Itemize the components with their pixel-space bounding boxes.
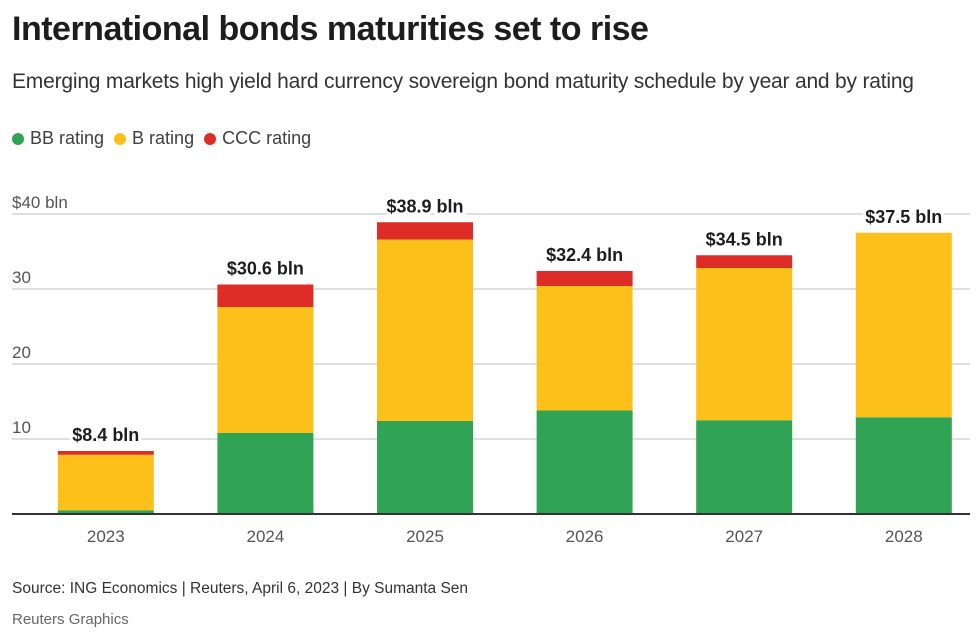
bar-segment-ccc-rating (696, 255, 793, 268)
bar-segment-bb-rating (855, 417, 952, 514)
x-tick-label: 2026 (566, 527, 604, 546)
bar-total-label: $30.6 bln (227, 259, 304, 279)
legend-dot-bb (12, 132, 24, 145)
legend: BB rating B rating CCC rating (12, 128, 321, 149)
bar-total-label: $32.4 bln (546, 245, 623, 265)
bar-segment-bb-rating (217, 433, 314, 514)
bar-total-label: $34.5 bln (706, 229, 783, 249)
legend-label-ccc: CCC rating (222, 128, 312, 148)
y-tick-label: 10 (12, 418, 31, 437)
bar-segment-bb-rating (57, 510, 154, 514)
credit-note: Reuters Graphics (12, 611, 129, 628)
y-tick-label: 20 (12, 343, 31, 362)
bar-segment-bb-rating (536, 410, 633, 514)
bar-segment-b-rating (57, 454, 154, 511)
bar-segment-ccc-rating (536, 271, 633, 286)
chart-subtitle: Emerging markets high yield hard currenc… (12, 70, 914, 93)
bar-total-label: $38.9 bln (386, 196, 463, 216)
y-tick-label: $40 bln (12, 193, 68, 212)
stacked-bar-chart: 10 20 30 $40 bln $8.4 bln 2023 $30.6 bln 2024 $3… (12, 193, 970, 546)
bar-segment-bb-rating (696, 420, 793, 514)
x-tick-label: 2024 (246, 527, 284, 546)
bar-segment-ccc-rating (377, 222, 473, 240)
bar-segment-b-rating (217, 307, 314, 433)
legend-label-bb: BB rating (30, 128, 105, 148)
x-tick-label: 2023 (87, 527, 125, 546)
bar-segment-ccc-rating (57, 451, 154, 455)
x-tick-label: 2027 (725, 527, 763, 546)
bar-segment-b-rating (536, 286, 633, 411)
x-tick-label: 2025 (406, 527, 444, 546)
bar-total-label: $37.5 bln (865, 207, 942, 227)
x-tick-label: 2028 (885, 527, 923, 546)
legend-item-bb: BB rating (12, 128, 104, 149)
bar-segment-b-rating (855, 232, 952, 418)
bar-total-label: $8.4 bln (72, 425, 139, 445)
bar-segment-b-rating (696, 268, 793, 421)
legend-item-b: B rating (114, 128, 194, 149)
legend-dot-ccc (204, 132, 217, 145)
chart-title: International bonds maturities set to ri… (12, 10, 649, 48)
bar-segment-bb-rating (377, 421, 473, 514)
legend-item-ccc: CCC rating (204, 128, 311, 149)
bar-segment-ccc-rating (217, 284, 314, 307)
y-tick-label: 30 (12, 268, 31, 287)
legend-dot-b (114, 132, 127, 145)
source-note: Source: ING Economics | Reuters, April 6… (12, 580, 469, 597)
bar-segment-b-rating (377, 239, 473, 421)
legend-label-b: B rating (132, 128, 195, 148)
